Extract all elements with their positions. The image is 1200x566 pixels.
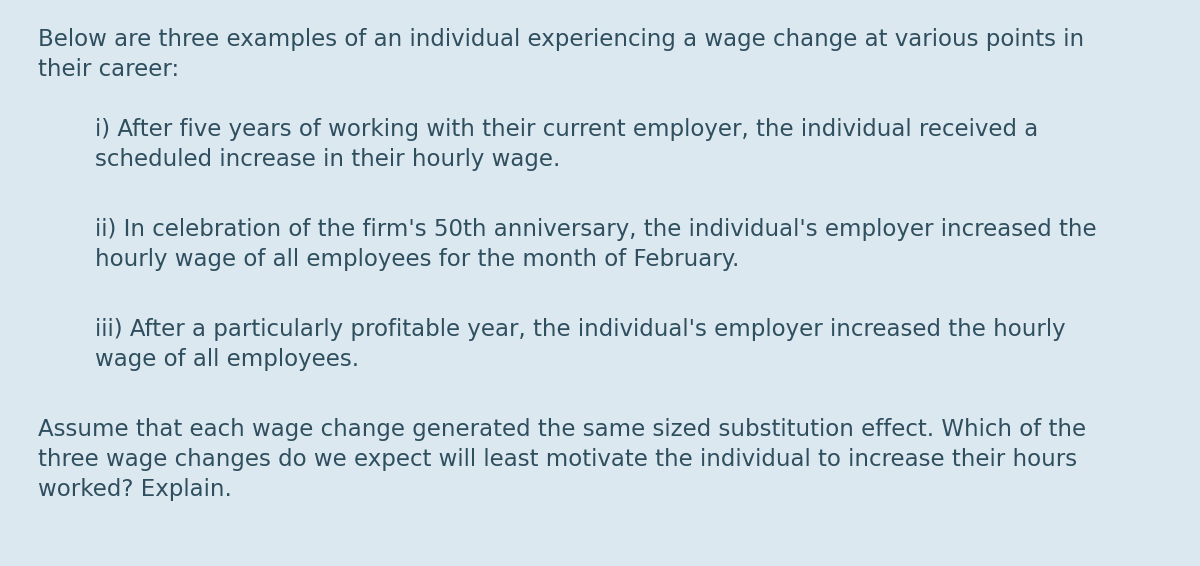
Text: i) After five years of working with their current employer, the individual recei: i) After five years of working with thei… <box>95 118 1038 141</box>
Text: their career:: their career: <box>38 58 179 81</box>
Text: scheduled increase in their hourly wage.: scheduled increase in their hourly wage. <box>95 148 560 171</box>
Text: Assume that each wage change generated the same sized substitution effect. Which: Assume that each wage change generated t… <box>38 418 1086 441</box>
Text: worked? Explain.: worked? Explain. <box>38 478 232 501</box>
Text: hourly wage of all employees for the month of February.: hourly wage of all employees for the mon… <box>95 248 739 271</box>
Text: Below are three examples of an individual experiencing a wage change at various : Below are three examples of an individua… <box>38 28 1084 51</box>
Text: three wage changes do we expect will least motivate the individual to increase t: three wage changes do we expect will lea… <box>38 448 1078 471</box>
Text: wage of all employees.: wage of all employees. <box>95 348 359 371</box>
Text: iii) After a particularly profitable year, the individual's employer increased t: iii) After a particularly profitable yea… <box>95 318 1066 341</box>
Text: ii) In celebration of the firm's 50th anniversary, the individual's employer inc: ii) In celebration of the firm's 50th an… <box>95 218 1097 241</box>
